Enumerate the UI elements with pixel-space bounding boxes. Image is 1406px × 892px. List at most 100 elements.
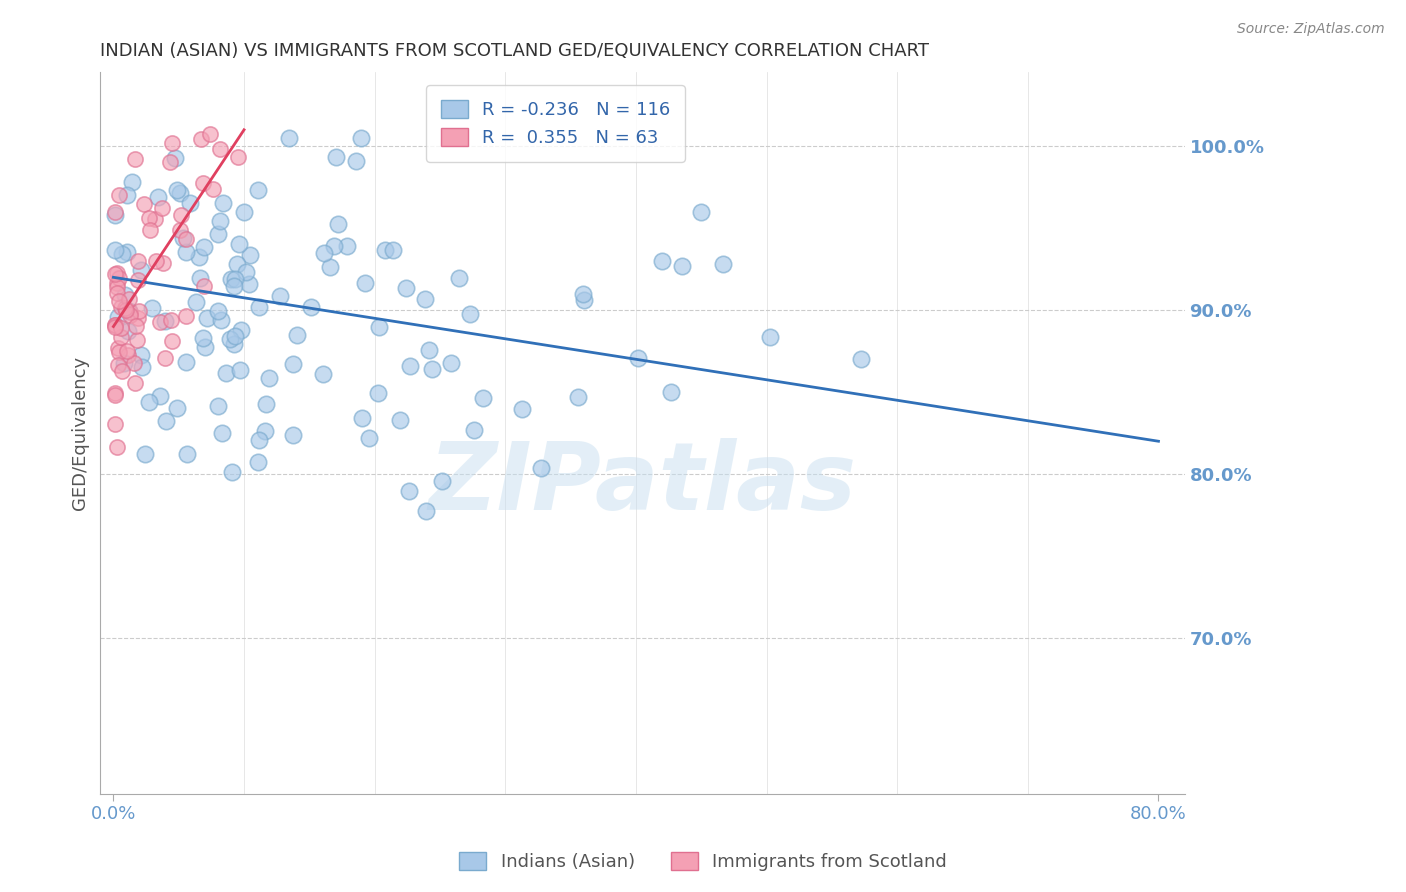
Point (398, 483, 420, 498)
Point (336, 238, 359, 252)
Point (222, 337, 245, 351)
Point (122, 356, 145, 370)
Point (851, 352, 873, 367)
Point (150, 202, 173, 216)
Point (176, 447, 198, 461)
Point (166, 401, 188, 415)
Point (110, 300, 132, 314)
Point (160, 334, 183, 348)
Point (110, 321, 132, 335)
Point (134, 448, 156, 462)
Point (209, 312, 232, 326)
Point (325, 150, 347, 164)
Point (312, 368, 335, 382)
Point (159, 313, 181, 327)
Point (226, 150, 249, 164)
Point (169, 223, 191, 237)
Point (530, 461, 553, 475)
Point (627, 351, 650, 365)
Point (394, 281, 416, 295)
Point (195, 311, 218, 326)
Point (124, 376, 146, 391)
Point (229, 363, 252, 377)
Point (125, 333, 148, 347)
Point (759, 330, 782, 344)
Point (207, 399, 229, 413)
Point (104, 385, 127, 400)
Point (108, 345, 131, 359)
Point (314, 246, 336, 260)
Point (191, 331, 214, 345)
Point (105, 440, 128, 454)
Point (221, 272, 243, 286)
Point (221, 465, 243, 479)
Point (352, 410, 374, 425)
Point (232, 204, 254, 219)
Point (239, 248, 262, 262)
Point (253, 424, 276, 438)
Point (328, 217, 350, 231)
Point (207, 227, 229, 241)
Point (104, 320, 127, 334)
Point (153, 313, 176, 327)
Point (104, 318, 127, 332)
Point (145, 254, 167, 268)
Point (190, 132, 212, 146)
Point (659, 384, 682, 399)
Point (105, 277, 128, 291)
Point (651, 253, 673, 268)
Point (191, 176, 214, 190)
Point (155, 413, 177, 427)
Point (228, 237, 250, 252)
Point (172, 231, 194, 245)
Point (114, 287, 136, 301)
Point (322, 239, 344, 253)
Point (132, 197, 155, 211)
Point (463, 424, 485, 438)
Point (174, 309, 197, 323)
Point (138, 211, 160, 226)
Point (149, 315, 172, 329)
Point (202, 182, 225, 196)
Point (215, 366, 238, 380)
Point (166, 183, 188, 197)
Point (128, 303, 150, 318)
Point (440, 356, 463, 370)
Point (114, 301, 136, 315)
Point (163, 151, 186, 165)
Point (139, 223, 162, 237)
Point (107, 358, 129, 372)
Point (179, 195, 201, 210)
Point (104, 244, 127, 258)
Point (117, 348, 139, 362)
Point (367, 386, 389, 401)
Point (224, 329, 246, 343)
Point (235, 265, 257, 279)
Point (283, 357, 305, 371)
Point (472, 391, 495, 405)
Point (415, 504, 437, 518)
Point (567, 390, 589, 404)
Point (108, 188, 131, 202)
Point (143, 211, 166, 226)
Point (111, 364, 134, 378)
Point (110, 330, 132, 344)
Point (510, 401, 533, 416)
Point (226, 257, 249, 271)
Point (247, 300, 270, 314)
Point (159, 154, 181, 169)
Point (200, 128, 222, 142)
Point (105, 285, 128, 300)
Point (299, 300, 322, 314)
Point (224, 272, 246, 286)
Point (350, 131, 373, 145)
Point (247, 455, 270, 469)
Point (671, 259, 693, 273)
Point (357, 432, 380, 446)
Point (104, 204, 127, 219)
Point (176, 232, 198, 246)
Point (184, 295, 207, 310)
Point (125, 318, 148, 333)
Point (129, 348, 152, 362)
Point (115, 344, 138, 359)
